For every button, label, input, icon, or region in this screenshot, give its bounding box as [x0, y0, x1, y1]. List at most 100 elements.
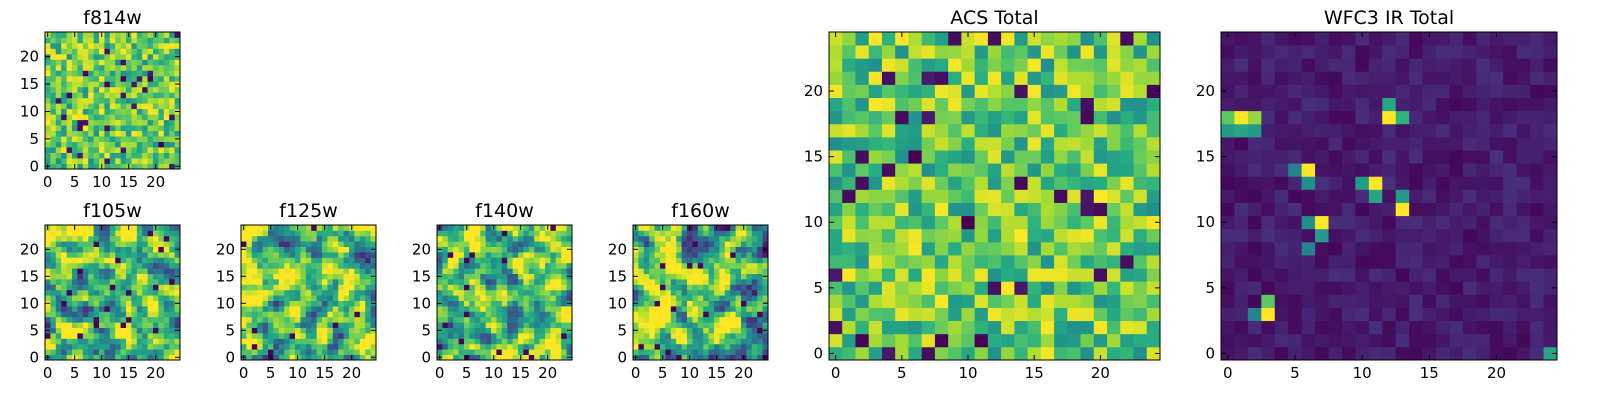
- heatmap-cell: [1462, 281, 1477, 295]
- panel-title-f125w: f125w: [279, 200, 338, 222]
- heatmap-cell: [66, 343, 73, 350]
- heatmap-cell: [1328, 307, 1343, 322]
- heatmap-cell: [77, 59, 84, 66]
- heatmap-cell: [757, 338, 763, 345]
- heatmap-cell: [158, 103, 165, 110]
- heatmap-cell: [1221, 176, 1235, 190]
- heatmap-cell: [491, 235, 497, 242]
- heatmap-cell: [158, 300, 165, 307]
- heatmap-cell: [115, 70, 121, 77]
- heatmap-cell: [474, 311, 481, 318]
- heatmap-cell: [77, 141, 84, 148]
- heatmap-cell: [104, 130, 111, 137]
- heatmap-cell: [174, 86, 181, 93]
- heatmap-cell: [1001, 202, 1015, 217]
- heatmap-cell: [895, 255, 909, 269]
- heatmap-cell: [948, 176, 962, 190]
- heatmap-cell: [987, 346, 1002, 361]
- heatmap-cell: [1489, 123, 1504, 138]
- heatmap-cell: [512, 322, 519, 328]
- heatmap-cell: [458, 225, 465, 231]
- heatmap-cell: [45, 48, 51, 55]
- heatmap-cell: [665, 354, 672, 361]
- heatmap-cell: [268, 289, 274, 296]
- heatmap-cell: [147, 158, 154, 164]
- heatmap-cell: [88, 70, 94, 77]
- heatmap-cell: [1133, 71, 1148, 85]
- heatmap-cell: [104, 279, 111, 285]
- heatmap-cell: [555, 322, 562, 328]
- heatmap-cell: [66, 114, 73, 121]
- heatmap-cell: [654, 230, 661, 237]
- heatmap-cell: [82, 268, 89, 274]
- heatmap-cell: [921, 241, 936, 256]
- heatmap-cell: [153, 300, 159, 307]
- heatmap-cell: [273, 316, 280, 323]
- heatmap-cell: [550, 225, 557, 231]
- heatmap-cell: [643, 268, 650, 274]
- heatmap-cell: [1093, 136, 1108, 151]
- heatmap-cell: [447, 311, 454, 318]
- heatmap-cell: [1107, 202, 1121, 217]
- heatmap-cell: [50, 306, 57, 312]
- heatmap-cell: [147, 163, 154, 170]
- heatmap-cell: [131, 81, 138, 88]
- heatmap-cell: [561, 252, 567, 258]
- heatmap-cell: [987, 45, 1002, 59]
- heatmap-cell: [370, 295, 377, 301]
- heatmap-cell: [1355, 320, 1370, 335]
- heatmap-cell: [550, 327, 557, 334]
- heatmap-cell: [61, 86, 67, 93]
- heatmap-cell: [311, 235, 317, 242]
- heatmap-cell: [99, 53, 105, 60]
- heatmap-cell: [359, 343, 366, 350]
- heatmap-cell: [649, 257, 655, 264]
- heatmap-cell: [257, 268, 263, 274]
- heatmap-cell: [1368, 84, 1383, 98]
- heatmap-cell: [305, 246, 312, 253]
- heatmap-cell: [447, 327, 454, 334]
- heatmap-cell: [1476, 150, 1491, 164]
- heatmap-cell: [55, 306, 62, 312]
- heatmap-cell: [751, 268, 758, 274]
- heatmap-cell: [1489, 268, 1504, 282]
- heatmap-cell: [855, 307, 870, 322]
- heatmap-cell: [126, 141, 132, 148]
- heatmap-cell: [104, 114, 111, 121]
- heatmap-cell: [1436, 32, 1450, 46]
- heatmap-cell: [762, 306, 769, 312]
- heatmap-cell: [343, 268, 350, 274]
- heatmap-cell: [1301, 97, 1316, 112]
- heatmap-cell: [50, 289, 57, 296]
- heatmap-cell: [66, 225, 73, 231]
- heatmap-cell: [464, 306, 470, 312]
- heatmap-cell: [868, 255, 883, 269]
- heatmap-cell: [241, 306, 247, 312]
- heatmap-cell: [327, 289, 334, 296]
- heatmap-cell: [72, 130, 78, 137]
- heatmap-cell: [1234, 307, 1249, 322]
- heatmap-cell: [273, 354, 280, 361]
- heatmap-cell: [163, 295, 170, 301]
- heatmap-cell: [442, 225, 449, 231]
- heatmap-cell: [1409, 268, 1423, 282]
- heatmap-cell: [474, 268, 481, 274]
- heatmap-cell: [523, 295, 530, 301]
- heatmap-cell: [714, 327, 720, 334]
- heatmap-cell: [99, 147, 105, 153]
- heatmap-cell: [109, 141, 116, 148]
- heatmap-cell: [1436, 307, 1450, 322]
- heatmap-cell: [126, 284, 132, 291]
- heatmap-cell: [66, 327, 73, 334]
- heatmap-cell: [1027, 150, 1042, 164]
- heatmap-cell: [93, 81, 100, 88]
- heatmap-cell: [665, 230, 672, 237]
- heatmap-cell: [692, 235, 699, 242]
- heatmap-cell: [1301, 215, 1316, 230]
- heatmap-cell: [1120, 71, 1134, 85]
- heatmap-cell: [322, 279, 328, 285]
- heatmap-cell: [1146, 163, 1161, 177]
- heatmap-cell: [365, 333, 371, 339]
- heatmap-cell: [99, 349, 105, 355]
